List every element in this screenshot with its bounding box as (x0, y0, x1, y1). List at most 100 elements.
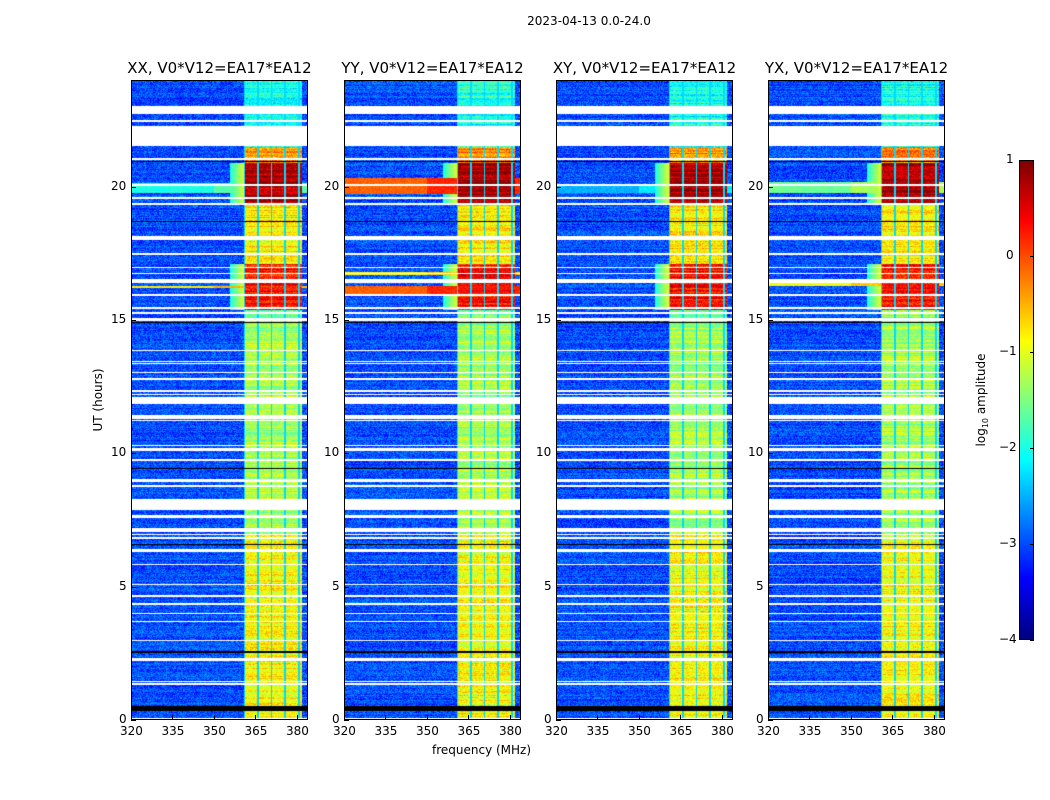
x-tick-mark (638, 715, 640, 720)
y-tick-label: 5 (756, 578, 764, 593)
colorbar-label: log10 amplitude (973, 353, 991, 447)
spectrogram-panel (556, 80, 733, 720)
y-tick-label: 10 (536, 445, 552, 460)
y-tick-mark (768, 586, 773, 588)
y-tick-mark (344, 186, 349, 188)
y-tick-mark (556, 453, 561, 455)
y-tick-label: 20 (536, 178, 552, 193)
y-axis-label: UT (hours) (91, 368, 105, 432)
y-tick-label: 0 (544, 712, 552, 726)
panel-title: XX, V0*V12=EA17*EA12 (127, 59, 312, 77)
y-tick-mark (344, 320, 349, 321)
colorbar-tick-mark (1030, 640, 1034, 641)
y-tick-label: 5 (332, 578, 340, 593)
x-tick-label: 380 (922, 724, 946, 738)
y-tick-mark (344, 453, 349, 455)
x-tick-mark (768, 715, 769, 720)
x-tick-mark (468, 715, 470, 720)
figure-title: 2023-04-13 0.0-24.0 (527, 14, 651, 28)
x-tick-label: 365 (669, 724, 693, 738)
spectrogram-panel (131, 80, 308, 720)
colorbar-tick-label: 1 (1006, 152, 1014, 166)
y-tick-label: 5 (544, 578, 552, 593)
y-tick-mark (556, 186, 561, 188)
y-tick-label: 15 (536, 312, 552, 326)
x-tick-label: 350 (627, 724, 651, 738)
x-tick-label: 335 (586, 724, 610, 738)
y-tick-mark (768, 320, 773, 321)
colorbar-tick-mark (1030, 544, 1034, 545)
y-tick-label: 20 (111, 178, 127, 193)
y-tick-mark (131, 586, 136, 588)
y-tick-mark (768, 720, 773, 721)
y-tick-label: 15 (748, 312, 764, 326)
colorbar-tick-label: −3 (999, 536, 1017, 550)
x-tick-mark (933, 715, 935, 720)
x-tick-mark (296, 715, 298, 720)
colorbar-tick-label: −1 (999, 344, 1017, 358)
spectrogram-panel (768, 80, 945, 720)
spectrogram-panel (344, 80, 521, 720)
y-tick-mark (556, 586, 561, 588)
y-tick-mark (768, 186, 773, 188)
x-tick-label: 365 (457, 724, 481, 738)
y-tick-mark (131, 186, 136, 188)
y-tick-mark (344, 586, 349, 588)
x-tick-mark (344, 715, 345, 720)
colorbar-tick-mark (1030, 448, 1034, 449)
x-tick-label: 320 (545, 724, 568, 738)
x-tick-label: 320 (333, 724, 356, 738)
y-tick-label: 15 (111, 312, 127, 326)
x-tick-label: 380 (285, 724, 309, 738)
x-tick-label: 350 (839, 724, 863, 738)
panel-title: YY, V0*V12=EA17*EA12 (341, 59, 524, 77)
y-tick-mark (131, 320, 136, 321)
colorbar-tick-mark (1030, 160, 1034, 161)
x-tick-label: 365 (244, 724, 268, 738)
x-tick-mark (131, 715, 132, 720)
y-tick-mark (344, 720, 349, 721)
colorbar (1019, 160, 1034, 640)
y-tick-mark (131, 720, 136, 721)
x-tick-label: 350 (202, 724, 226, 738)
y-tick-mark (131, 453, 136, 455)
x-tick-mark (680, 715, 682, 720)
colorbar-tick-label: −4 (999, 632, 1017, 646)
x-tick-mark (426, 715, 428, 720)
x-tick-label: 350 (415, 724, 439, 738)
x-tick-mark (255, 715, 257, 720)
spectrogram-image (345, 81, 520, 719)
x-tick-mark (892, 715, 894, 720)
x-tick-label: 335 (161, 724, 185, 738)
y-tick-label: 10 (111, 445, 127, 460)
y-tick-label: 10 (324, 445, 340, 460)
x-tick-mark (556, 715, 557, 720)
y-tick-label: 0 (332, 712, 340, 726)
x-tick-mark (721, 715, 723, 720)
y-tick-mark (768, 453, 773, 455)
spectrogram-image (132, 81, 307, 719)
colorbar-tick-mark (1030, 256, 1034, 257)
x-tick-mark (850, 715, 852, 720)
x-tick-mark (809, 715, 811, 720)
x-tick-label: 380 (498, 724, 522, 738)
y-tick-label: 0 (756, 712, 764, 726)
y-tick-mark (556, 720, 561, 721)
x-tick-label: 380 (710, 724, 734, 738)
y-tick-label: 5 (119, 578, 127, 593)
colorbar-tick-mark (1030, 352, 1034, 353)
x-tick-label: 365 (881, 724, 905, 738)
y-tick-mark (556, 320, 561, 321)
y-tick-label: 0 (119, 712, 127, 726)
y-tick-label: 10 (748, 445, 764, 460)
panel-title: YX, V0*V12=EA17*EA12 (764, 59, 949, 77)
x-axis-label: frequency (MHz) (432, 743, 532, 757)
x-tick-mark (385, 715, 387, 720)
y-tick-label: 15 (324, 312, 340, 326)
colorbar-tick-label: −2 (999, 440, 1017, 454)
x-tick-label: 335 (798, 724, 822, 738)
x-tick-mark (597, 715, 599, 720)
x-tick-label: 335 (374, 724, 398, 738)
panel-title: XY, V0*V12=EA17*EA12 (552, 59, 737, 77)
